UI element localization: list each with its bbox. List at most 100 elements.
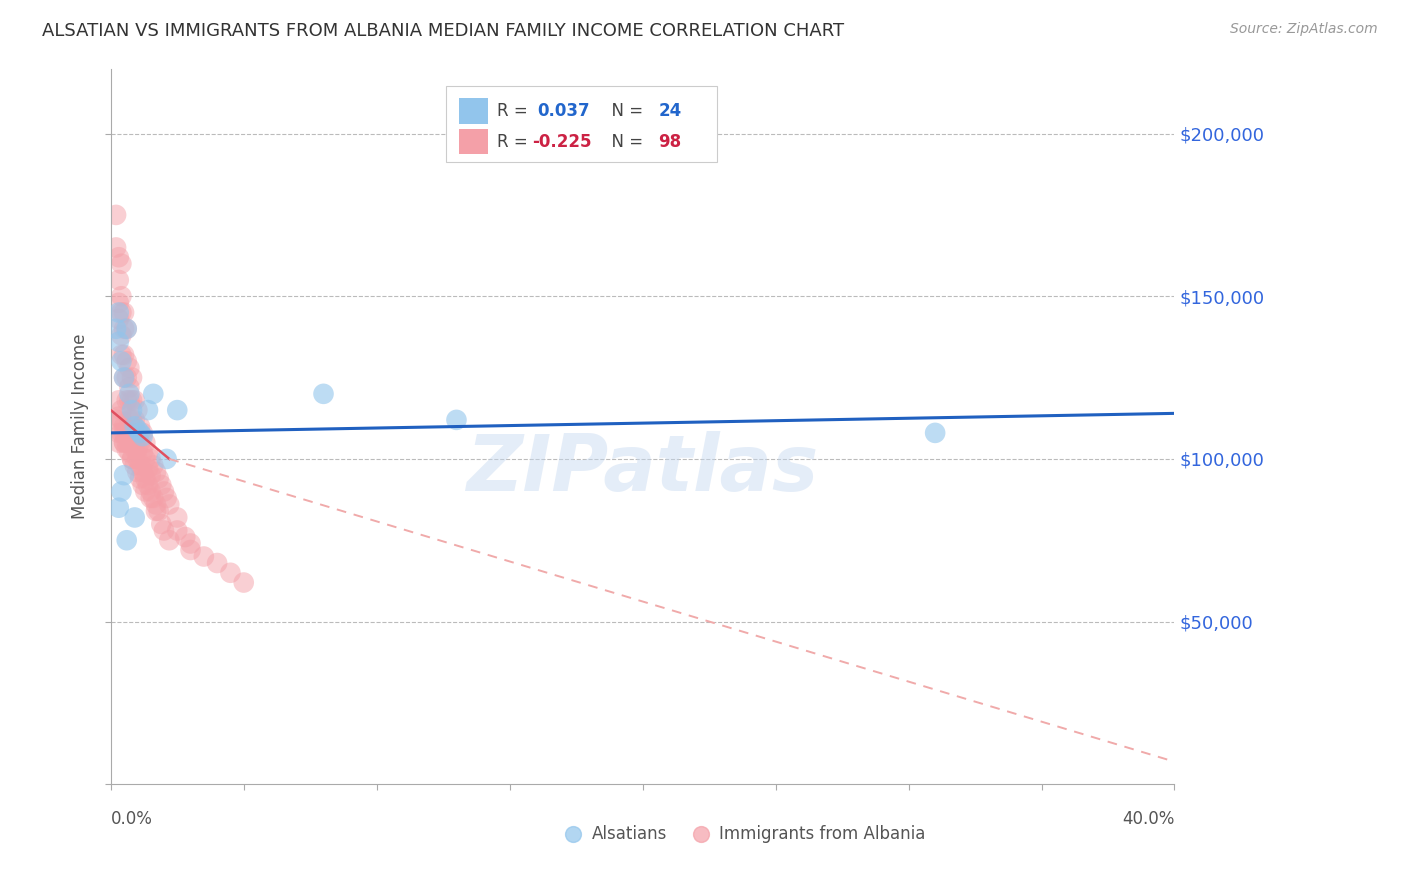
Point <box>112 305 135 319</box>
Point <box>112 435 135 450</box>
Point <box>124 510 146 524</box>
Point <box>124 413 146 427</box>
Y-axis label: Median Family Income: Median Family Income <box>72 334 89 519</box>
Point <box>139 451 162 466</box>
Point <box>118 360 141 375</box>
Point <box>134 484 156 499</box>
Point <box>166 510 188 524</box>
Point <box>131 478 153 492</box>
Point <box>131 465 153 479</box>
Point <box>107 435 129 450</box>
Point <box>139 491 162 505</box>
Text: R =: R = <box>496 133 533 151</box>
Point <box>105 413 128 427</box>
Point <box>110 484 132 499</box>
Text: -0.225: -0.225 <box>531 133 592 151</box>
Point <box>121 425 143 440</box>
Point <box>107 334 129 349</box>
Point <box>145 465 167 479</box>
Point <box>142 387 165 401</box>
Point <box>107 250 129 264</box>
Point <box>115 393 138 408</box>
Point <box>107 305 129 319</box>
Point <box>142 491 165 505</box>
Point <box>156 491 179 505</box>
Point <box>124 419 146 434</box>
Point <box>148 471 170 485</box>
Point <box>150 478 173 492</box>
Point <box>112 370 135 384</box>
Point <box>112 322 135 336</box>
Point <box>110 257 132 271</box>
Point <box>134 451 156 466</box>
Point <box>110 305 132 319</box>
Point <box>118 387 141 401</box>
Point <box>129 435 152 450</box>
Point <box>205 556 228 570</box>
Point <box>124 458 146 473</box>
Point <box>121 403 143 417</box>
Point <box>115 425 138 440</box>
Point <box>139 468 162 483</box>
Text: 0.037: 0.037 <box>537 102 591 120</box>
Point <box>139 484 162 499</box>
Point <box>129 471 152 485</box>
Text: N =: N = <box>602 102 648 120</box>
Point <box>129 425 152 440</box>
Point <box>107 273 129 287</box>
Point <box>121 451 143 466</box>
FancyBboxPatch shape <box>446 87 717 161</box>
Point <box>124 442 146 457</box>
Point <box>1257 777 1279 791</box>
Point <box>136 478 159 492</box>
Text: ALSATIAN VS IMMIGRANTS FROM ALBANIA MEDIAN FAMILY INCOME CORRELATION CHART: ALSATIAN VS IMMIGRANTS FROM ALBANIA MEDI… <box>42 22 845 40</box>
Point <box>121 393 143 408</box>
Point <box>153 524 176 538</box>
Bar <box>458 98 488 124</box>
Point <box>107 500 129 515</box>
Point <box>115 370 138 384</box>
Point <box>124 433 146 447</box>
Text: 0.0%: 0.0% <box>111 810 153 828</box>
Point <box>112 468 135 483</box>
Point <box>107 312 129 326</box>
Point <box>105 240 128 254</box>
Text: 98: 98 <box>658 133 682 151</box>
Point <box>136 445 159 459</box>
Text: ZIPatlas: ZIPatlas <box>467 432 818 508</box>
Text: N =: N = <box>602 133 648 151</box>
Point <box>110 348 132 362</box>
Point <box>446 413 468 427</box>
Point <box>136 461 159 475</box>
Point <box>924 425 946 440</box>
Point <box>115 442 138 457</box>
Point <box>115 435 138 450</box>
Point <box>110 403 132 417</box>
Point <box>115 322 138 336</box>
Point <box>112 435 135 450</box>
Point <box>150 516 173 531</box>
Point <box>180 543 202 558</box>
Point <box>110 354 132 368</box>
Point <box>156 451 179 466</box>
Text: 40.0%: 40.0% <box>1122 810 1174 828</box>
Point <box>131 445 153 459</box>
Text: R =: R = <box>496 102 538 120</box>
Point <box>107 409 129 424</box>
Point <box>112 425 135 440</box>
Text: Alsatians: Alsatians <box>592 825 666 843</box>
Point <box>118 380 141 394</box>
Point <box>134 471 156 485</box>
Bar <box>458 128 488 154</box>
Point <box>312 387 335 401</box>
Point <box>145 498 167 512</box>
Point <box>112 370 135 384</box>
Point <box>142 458 165 473</box>
Point <box>115 533 138 548</box>
Point <box>153 484 176 499</box>
Point <box>127 403 149 417</box>
Point <box>110 328 132 343</box>
Point <box>110 425 132 440</box>
Point <box>118 393 141 408</box>
Point <box>115 322 138 336</box>
